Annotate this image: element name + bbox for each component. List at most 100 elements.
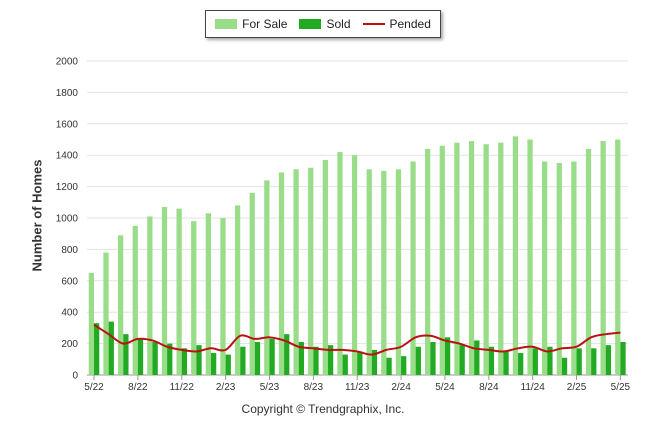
bar-for-sale [351, 155, 358, 375]
x-tick-label: 11/23 [345, 382, 370, 393]
bar-sold [444, 337, 451, 375]
legend-label-sold: Sold [326, 17, 351, 31]
bar-for-sale [571, 161, 577, 375]
bar-for-sale [585, 148, 592, 375]
bar-for-sale [498, 142, 504, 375]
line-pended [93, 323, 621, 356]
bar-for-sale [366, 169, 372, 375]
x-tick-label: 2/24 [391, 382, 411, 393]
bar-for-sale [542, 161, 548, 375]
bar-sold [94, 323, 100, 375]
bar-sold [547, 346, 553, 375]
y-tick-label: 600 [61, 276, 78, 287]
y-tick-label: 1800 [56, 88, 79, 99]
bar-sold [167, 343, 173, 375]
x-tick-label: 11/22 [170, 382, 195, 393]
bar-sold [576, 348, 582, 375]
x-tick-label: 5/25 [611, 382, 631, 393]
y-tick-label: 1400 [56, 151, 79, 162]
y-tick-label: 1000 [56, 214, 79, 225]
y-tick-label: 800 [61, 245, 78, 256]
bar-sold [196, 345, 202, 375]
bar-for-sale [483, 144, 489, 375]
x-tick-label: 2/25 [567, 382, 587, 393]
x-tick-label: 2/23 [216, 382, 236, 393]
x-tick-label: 8/22 [128, 382, 148, 393]
bar-sold [561, 357, 568, 375]
bar-sold [532, 348, 538, 375]
y-axis-label: Number of Homes [29, 159, 45, 272]
bar-sold [459, 345, 465, 375]
bar-sold [488, 346, 495, 375]
bar-sold [123, 334, 129, 375]
bar-for-sale [425, 148, 431, 375]
legend-item-for-sale[interactable]: For Sale [215, 17, 287, 31]
bar-sold [108, 321, 114, 375]
bar-sold [181, 348, 188, 375]
bar-sold [240, 346, 246, 375]
bar-for-sale [103, 252, 109, 375]
legend-swatch-sold [299, 19, 322, 29]
bar-sold [284, 334, 290, 375]
bar-sold [210, 353, 217, 375]
bar-sold [415, 346, 421, 375]
bar-for-sale [161, 207, 168, 375]
bar-for-sale [249, 192, 255, 375]
bar-sold [269, 338, 275, 375]
bar-sold [518, 353, 524, 375]
bar-sold [225, 354, 231, 375]
y-tick-label: 1200 [56, 182, 79, 193]
bar-for-sale [527, 139, 533, 375]
bar-for-sale [410, 161, 416, 375]
bar-sold [357, 351, 363, 375]
x-tick-label: 8/24 [479, 382, 499, 393]
bar-for-sale [220, 218, 226, 375]
bar-for-sale [293, 169, 299, 375]
bar-sold [474, 340, 480, 375]
bar-for-sale [337, 152, 343, 375]
bar-for-sale [468, 141, 475, 375]
bar-for-sale [439, 145, 445, 375]
x-tick-label: 5/22 [84, 382, 104, 393]
bar-sold [298, 342, 304, 375]
bar-for-sale [117, 235, 124, 375]
y-tick-label: 400 [61, 308, 78, 319]
bar-sold [152, 342, 158, 375]
bar-for-sale [191, 221, 197, 375]
bar-sold [620, 342, 626, 375]
legend-swatch-pended [362, 23, 385, 25]
bar-for-sale [512, 136, 519, 375]
bar-sold [386, 357, 392, 375]
bar-for-sale [205, 213, 211, 375]
bar-for-sale [395, 169, 402, 375]
bar-for-sale [454, 142, 460, 375]
bar-for-sale [88, 272, 95, 375]
bar-for-sale [556, 163, 562, 375]
bar-sold [371, 349, 378, 375]
bar-for-sale [176, 208, 182, 375]
x-tick-label: 5/24 [435, 382, 455, 393]
bar-for-sale [234, 205, 241, 375]
bar-for-sale [600, 141, 606, 375]
x-tick-label: 5/23 [260, 382, 280, 393]
legend-item-pended[interactable]: Pended [362, 17, 431, 31]
legend: For Sale Sold Pended [205, 10, 441, 38]
bar-sold [313, 346, 319, 375]
y-tick-label: 200 [61, 339, 78, 350]
bar-for-sale [308, 167, 314, 375]
legend-label-for-sale: For Sale [242, 17, 288, 31]
bar-for-sale [381, 170, 387, 375]
bar-for-sale [278, 172, 285, 375]
legend-item-sold[interactable]: Sold [299, 17, 351, 31]
bar-for-sale [615, 139, 621, 375]
bar-for-sale [132, 225, 138, 375]
bar-sold [327, 345, 334, 375]
bar-for-sale [264, 180, 270, 375]
y-tick-label: 0 [72, 371, 78, 382]
y-tick-label: 1600 [56, 119, 79, 130]
x-tick-label: 8/23 [304, 382, 324, 393]
copyright-footer: Copyright © Trendgraphix, Inc. [241, 402, 405, 416]
bar-sold [401, 356, 407, 375]
